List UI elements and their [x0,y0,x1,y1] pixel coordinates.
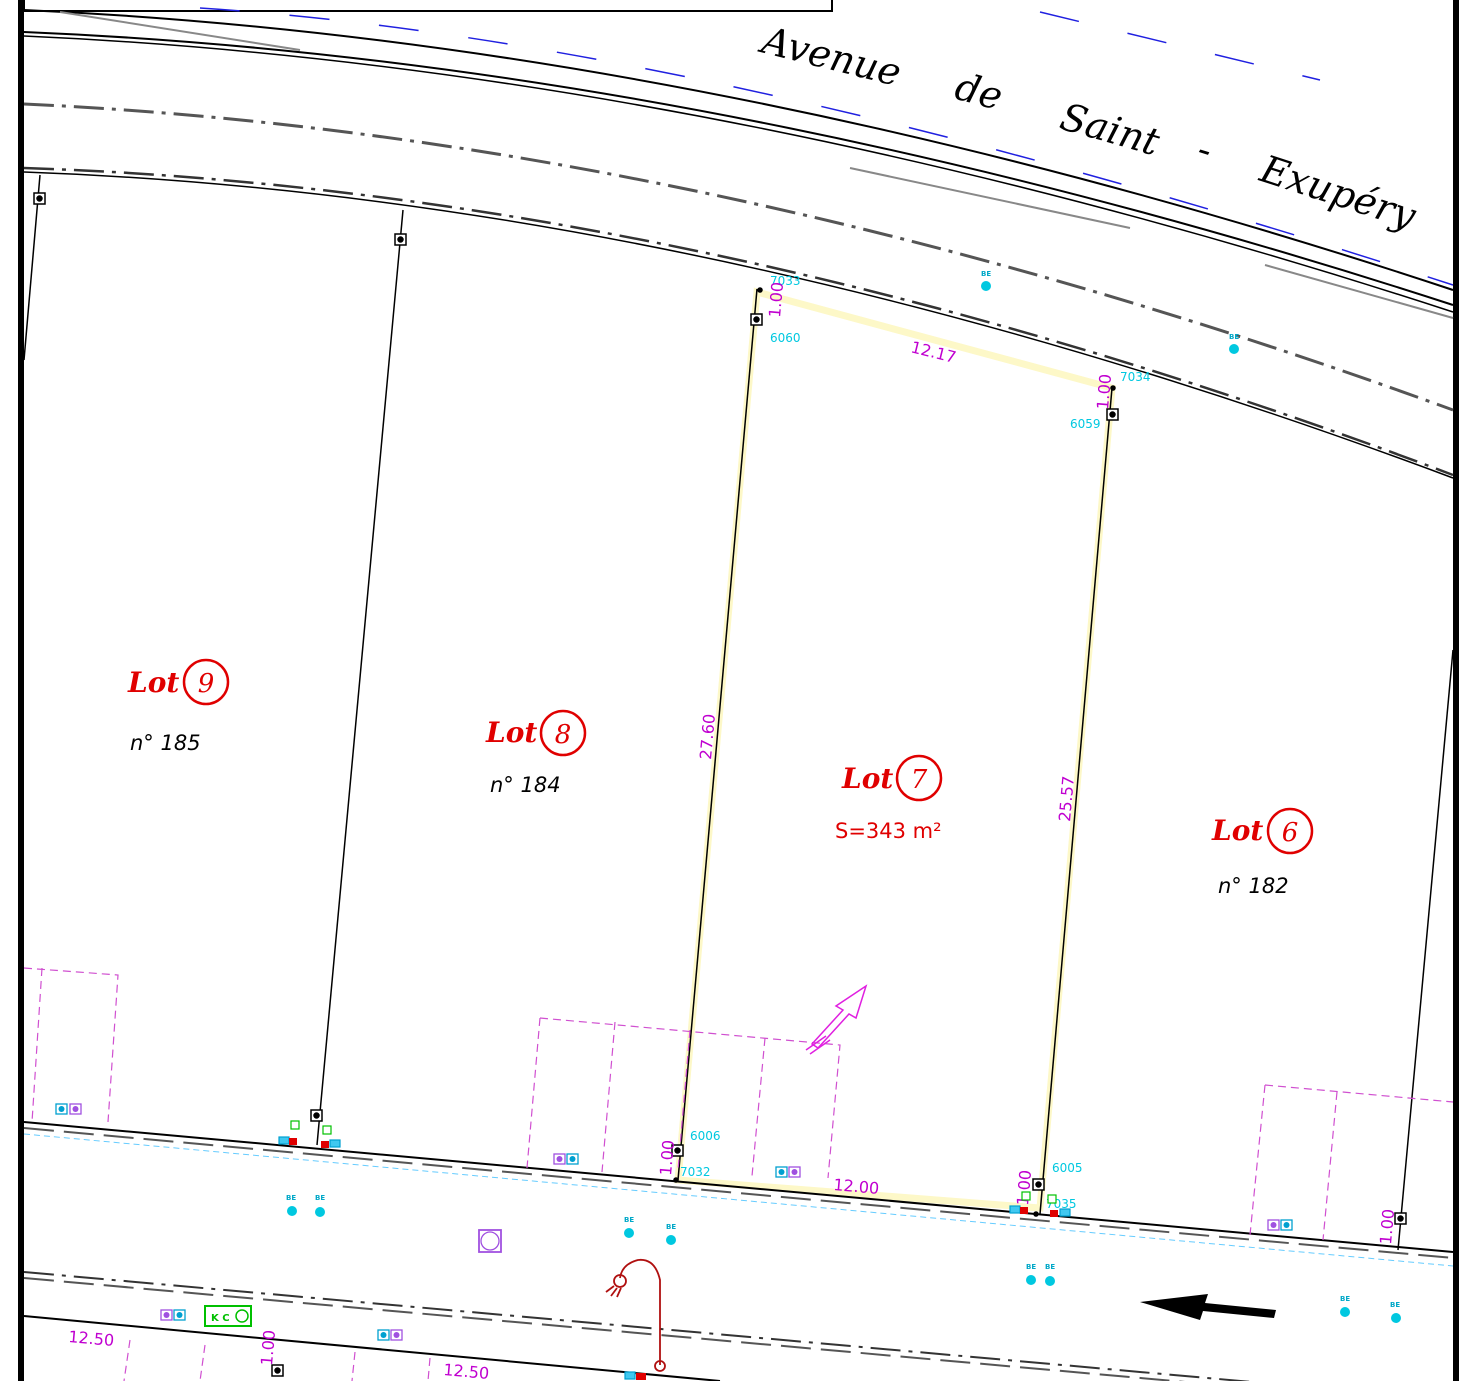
lot-8-number: 8 [555,720,572,750]
lot-8-word: Lot [485,716,537,749]
svg-text:BE: BE [981,270,991,278]
lot-8[interactable]: Lot 8 n° 184 [485,709,587,797]
svg-text:K C: K C [211,1313,230,1324]
dimensions: 12.17 27.60 25.57 12.00 1.00 1.00 1.00 1… [68,281,1398,1381]
lot-6-word: Lot [1211,814,1263,847]
be-valve-icon: BE [624,1216,634,1238]
point-6059: 6059 [1070,417,1101,431]
dim-lot7-bottom: 12.00 [833,1175,880,1198]
title-box [23,0,833,12]
map-frame-left [18,0,24,1381]
lot-8-parcel: n° 184 [490,773,561,797]
be-valve-icon: BE [1026,1263,1036,1285]
avenue-road [23,7,1454,479]
marker-icon [271,1364,284,1377]
lot-7[interactable]: Lot 7 S=343 m² [835,754,943,843]
svg-text:BE: BE [1229,333,1239,341]
traffic-direction-arrow-icon [1140,1294,1276,1320]
be-valve-icon: BE [286,1194,297,1216]
be-valve-icon: BE [315,1194,325,1217]
street-word-de: de [951,64,1008,119]
point-7034: 7034 [1120,370,1151,384]
lot-6-parcel: n° 182 [1218,874,1289,898]
lot-6[interactable]: Lot 6 n° 182 [1211,807,1314,898]
dim-setback-bl: 1.00 [656,1139,678,1176]
service-connections [278,1120,1071,1380]
svg-text:BE: BE [1026,1263,1036,1271]
marker-icon [1032,1178,1045,1191]
be-valve-icon: BE [981,270,991,291]
marker-icon [310,1109,323,1122]
manhole-icon [478,1229,502,1253]
marker-icon [33,192,46,205]
street-word-avenue: Avenue [755,17,906,95]
svg-text:BE: BE [1390,1301,1400,1309]
dim-setback-far: 1.00 [1376,1208,1398,1245]
marker-icon [1106,408,1119,421]
kc-cabinet-icon: K C [204,1305,252,1327]
lot-6-circle [1266,807,1314,855]
svg-text:BE: BE [315,1194,325,1202]
dim-bottom-left-1: 12.50 [68,1327,115,1350]
street-word-saint: Saint [1056,94,1166,164]
utility-symbols: BE BE BE BE BE BE BE BE BE BE [286,270,1401,1323]
meter-boxes [55,1103,1293,1341]
meter-box-icon [377,1329,403,1341]
be-valve-icon: BE [1390,1301,1401,1323]
street-word-dash: - [1192,127,1217,173]
lot-9[interactable]: Lot 9 n° 185 [127,658,230,755]
svg-text:BE: BE [1045,1263,1055,1271]
be-valve-icon: BE [666,1223,676,1245]
dim-setback-tr: 1.00 [1093,373,1115,410]
point-7033: 7033 [770,274,801,288]
marker-icon [671,1144,684,1157]
lot-8-circle [539,709,587,757]
access-arrow-icon [805,984,868,1055]
lot-9-word: Lot [127,666,179,699]
lot-9-number: 9 [198,669,215,699]
lot-7-highlight[interactable] [674,287,1116,1212]
meter-box-icon [55,1103,82,1115]
meter-box-icon [160,1309,186,1321]
be-valve-icon: BE [1045,1263,1055,1286]
street-word-exupery: Exupéry [1254,146,1421,238]
marker-icon [750,313,763,326]
svg-text:BE: BE [666,1223,676,1231]
point-7032: 7032 [680,1165,711,1179]
point-6005: 6005 [1052,1161,1083,1175]
boundary-markers [33,192,1407,1377]
svg-text:BE: BE [624,1216,634,1224]
point-6060: 6060 [770,331,801,345]
lot-7-circle [895,754,943,802]
point-ids: 7033 6060 7034 6059 6006 7032 6005 7035 [680,274,1151,1211]
lower-road [23,1121,1454,1381]
dim-setback-low: 1.00 [257,1329,279,1366]
marker-icon [1394,1212,1407,1225]
point-6006: 6006 [690,1129,721,1143]
dim-setback-tl: 1.00 [765,281,787,318]
lot-7-area: S=343 m² [835,819,942,843]
map-frame-right [1453,0,1459,1381]
svg-text:BE: BE [1340,1295,1350,1303]
meter-box-icon [775,1166,801,1178]
street-lamp-icon [605,1258,666,1372]
meter-box-icon [1267,1219,1293,1231]
marker-icon [394,233,407,246]
be-valve-icon: BE [1340,1295,1350,1317]
lot-7-word: Lot [841,762,893,795]
lot-6-number: 6 [1282,818,1299,848]
dim-setback-br: 1.00 [1013,1169,1035,1206]
dim-lot7-left: 27.60 [696,713,719,760]
lot-7-number: 7 [911,765,928,795]
meter-box-icon [553,1153,579,1165]
dim-bottom-left-2: 12.50 [443,1360,490,1381]
svg-text:BE: BE [286,1194,296,1202]
be-valve-icon: BE [1229,333,1239,354]
lot-boundaries [23,174,1454,1251]
lot-9-parcel: n° 185 [130,731,201,755]
dim-lot7-right: 25.57 [1055,775,1078,822]
lot-9-circle [182,658,230,706]
